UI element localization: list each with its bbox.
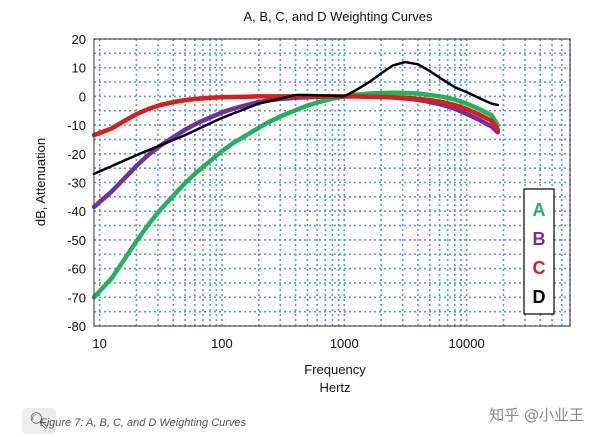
series-line-d [92, 60, 500, 176]
figure-caption: Figure 7: A, B, C, and D Weighting Curve… [40, 417, 247, 429]
y-tick-label: -20 [67, 147, 86, 162]
plot-frame [93, 38, 571, 327]
legend-entry-a: A [533, 200, 546, 220]
chart-title: A, B, C, and D Weighting Curves [243, 9, 433, 24]
y-tick-label: -50 [67, 233, 86, 248]
x-tick-labels: 10 100 1000 10000 [92, 336, 484, 351]
y-tick-label: -30 [67, 176, 86, 191]
y-tick-label: -70 [67, 290, 86, 305]
y-tick-label: -40 [67, 204, 86, 219]
series-lines [91, 60, 501, 300]
y-axis-label: dB, Attenuation [33, 138, 48, 226]
legend-entry-c: C [533, 258, 546, 278]
y-tick-label: 10 [72, 61, 86, 76]
series-line-c [91, 94, 501, 138]
x-axis-label-line1: Frequency [304, 362, 366, 377]
zoom-button[interactable]: 🔍︎ [22, 408, 56, 434]
y-tick-label: 20 [72, 32, 86, 47]
magnifier-plus-icon: 🔍︎ [28, 413, 50, 430]
x-tick-label: 10000 [449, 336, 485, 351]
y-tick-label: -80 [67, 319, 86, 334]
x-tick-label: 10 [92, 336, 106, 351]
watermark: 知乎 @小业王 [489, 406, 584, 424]
y-tick-labels: 20 10 0 -10 -20 -30 -40 -50 -60 -70 -80 [67, 32, 86, 334]
legend-box [523, 188, 555, 315]
x-tick-label: 1000 [330, 336, 359, 351]
legend-entry-b: B [533, 229, 546, 249]
y-tick-label: -60 [67, 262, 86, 277]
axis-frame [93, 38, 571, 327]
y-tick-label: 0 [79, 89, 86, 104]
legend-entry-d: D [533, 287, 546, 307]
x-axis-label-line2: Hertz [319, 380, 350, 395]
y-tick-label: -10 [67, 118, 86, 133]
x-tick-label: 100 [211, 336, 233, 351]
series-line-a [91, 90, 501, 300]
